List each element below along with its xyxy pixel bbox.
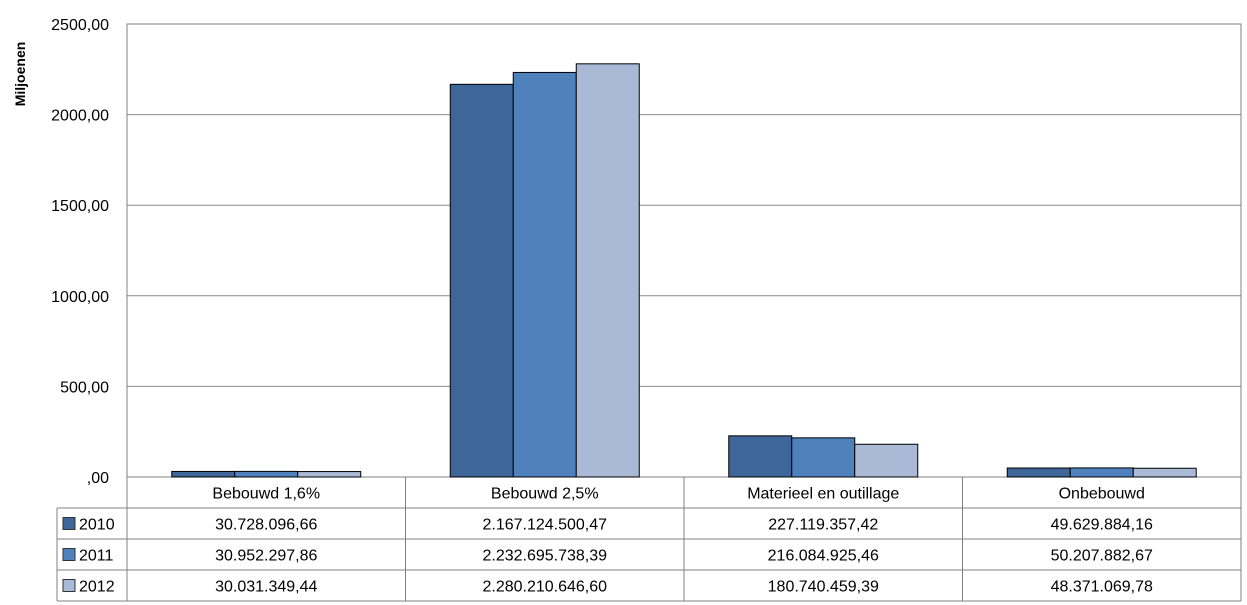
bar-2010-2 [449, 83, 514, 478]
bar-2012-1 [297, 471, 362, 478]
plot-area [126, 23, 1242, 478]
bar-2010-1 [171, 470, 236, 478]
axes: 2500,00 2000,00 1500,00 1000,00 500,00 ,00 [51, 17, 1242, 487]
y-tick-label: 2500,00 [51, 17, 109, 34]
bar-2011-1 [234, 470, 299, 478]
bar-2011-3 [791, 437, 856, 478]
table-cell: 30.728.096,66 [215, 517, 317, 534]
table-cell: 227.119.357,42 [768, 517, 878, 534]
legend-swatch-2011 [62, 548, 76, 561]
category-label: Onbebouwd [1059, 486, 1145, 503]
legend-label-2012: 2012 [79, 579, 115, 596]
bar-2012-4 [1132, 467, 1197, 478]
bar-2012-2 [575, 63, 640, 478]
table-cell: 30.952.297,86 [215, 548, 317, 565]
data-table: Bebouwd 1,6% Bebouwd 2,5% Materieel en out… [56, 477, 1242, 602]
y-tick-label: 1000,00 [51, 289, 109, 306]
legend-swatch-2012 [62, 579, 76, 592]
y-tick-label: 500,00 [60, 379, 109, 396]
table-cell: 2.280.210.646,60 [482, 579, 607, 596]
category-label: Materieel en outillage [747, 486, 899, 503]
legend-label-2011: 2011 [79, 548, 114, 565]
table-cell: 180.740.459,39 [768, 579, 879, 596]
table-cell: 216.084.925,46 [768, 548, 879, 565]
category-label: Bebouwd 2,5% [491, 486, 599, 503]
category-label: Bebouwd 1,6% [212, 486, 320, 503]
bar-2010-3 [728, 435, 793, 478]
y-tick-label: 1500,00 [51, 198, 109, 215]
bars [171, 63, 1197, 478]
table-cell: 2.232.695.738,39 [482, 548, 607, 565]
legend-label-2010: 2010 [79, 517, 115, 534]
bar-2011-4 [1069, 467, 1134, 478]
y-tick-label: 2000,00 [51, 108, 109, 125]
y-tick-label: ,00 [87, 470, 109, 487]
gridlines [127, 23, 1241, 478]
table-cell: 48.371.069,78 [1051, 579, 1153, 596]
bar-2012-3 [854, 443, 919, 478]
bar-2011-2 [512, 71, 577, 478]
table-cell: 2.167.124.500,47 [482, 517, 607, 534]
table-cell: 49.629.884,16 [1051, 517, 1153, 534]
legend-swatch-2010 [62, 517, 76, 530]
table-cell: 30.031.349,44 [215, 579, 317, 596]
y-axis-label: Miljoenen [12, 42, 28, 107]
table-cell: 50.207.882,67 [1051, 548, 1153, 565]
bar-2010-4 [1006, 467, 1071, 478]
